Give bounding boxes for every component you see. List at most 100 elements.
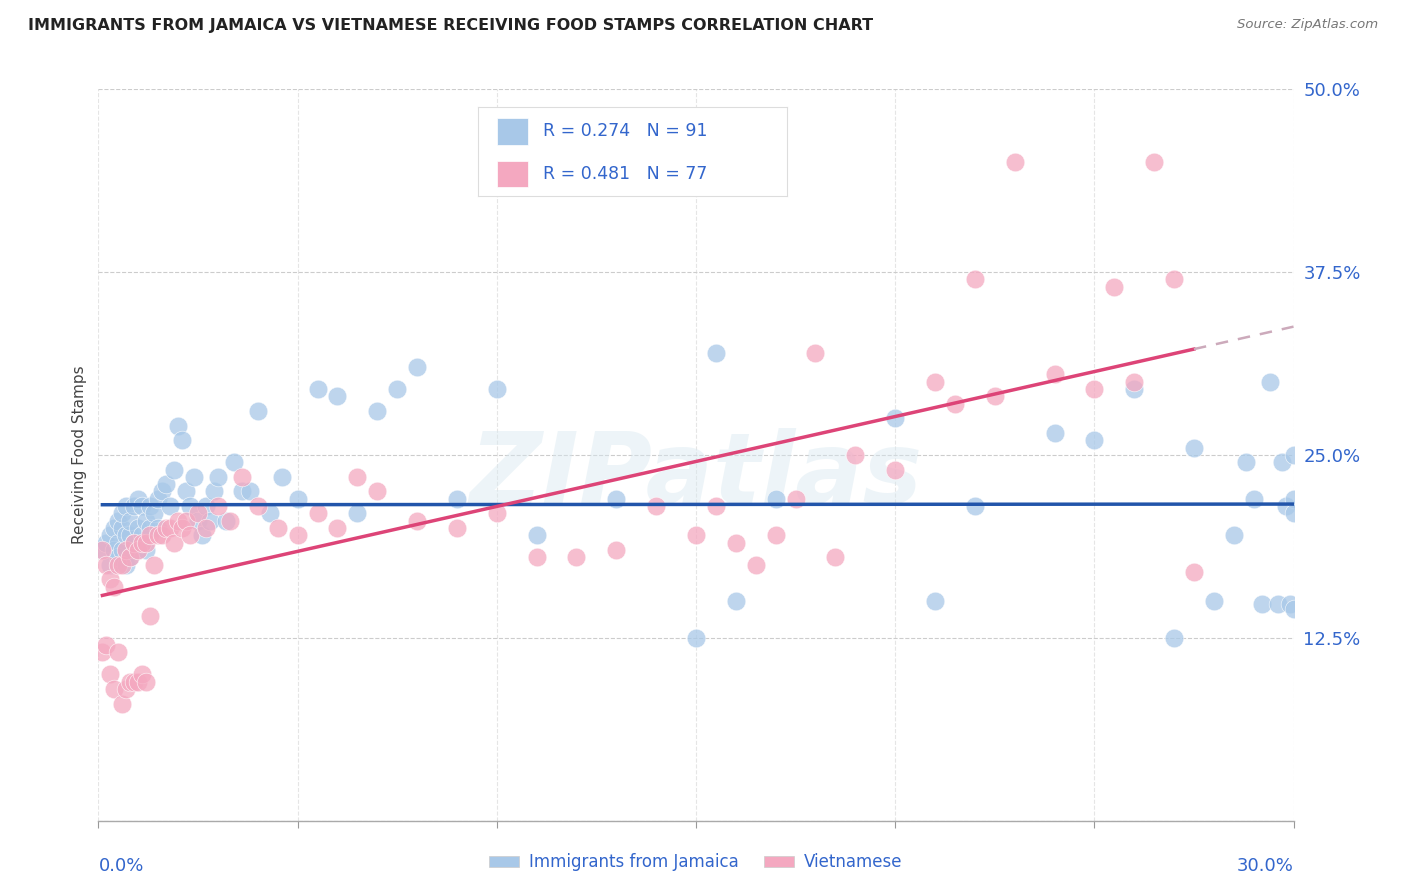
Point [1163, 631, 1185, 645]
Point [139, 528, 162, 542]
Point [115, 543, 138, 558]
Point [287, 491, 309, 506]
Point [884, 411, 907, 425]
Legend: Immigrants from Jamaica, Vietnamese: Immigrants from Jamaica, Vietnamese [482, 847, 910, 878]
Point [127, 543, 149, 558]
Point [246, 404, 269, 418]
Point [1271, 455, 1294, 469]
Point [191, 528, 214, 542]
Point [172, 434, 194, 448]
Y-axis label: Receiving Food Stamps: Receiving Food Stamps [72, 366, 87, 544]
Point [1258, 375, 1281, 389]
Point [704, 499, 727, 513]
Point [963, 499, 986, 513]
Point [485, 507, 508, 521]
Point [685, 631, 707, 645]
Point [167, 514, 190, 528]
Point [307, 382, 329, 396]
Point [326, 389, 349, 403]
Text: ZIPatlas: ZIPatlas [470, 428, 922, 525]
Point [120, 550, 142, 565]
Point [785, 491, 807, 506]
Point [120, 674, 142, 689]
Point [1282, 491, 1305, 506]
Point [804, 345, 827, 359]
Point [107, 514, 129, 528]
Point [844, 448, 866, 462]
Point [1182, 441, 1205, 455]
Point [307, 507, 329, 521]
Point [1143, 155, 1166, 169]
Point [103, 580, 125, 594]
Point [111, 697, 134, 711]
Point [1004, 155, 1026, 169]
Point [98, 558, 122, 572]
Point [96, 638, 118, 652]
Point [127, 521, 149, 535]
Point [1222, 528, 1246, 542]
Point [1182, 565, 1205, 579]
Point [143, 507, 166, 521]
Point [127, 543, 149, 558]
Point [135, 535, 157, 549]
Point [98, 572, 122, 586]
Point [1163, 272, 1185, 286]
Point [179, 528, 201, 542]
Point [207, 499, 229, 513]
Point [963, 272, 986, 286]
Point [446, 491, 468, 506]
Point [187, 507, 209, 521]
Point [724, 535, 747, 549]
Point [131, 667, 153, 681]
Point [115, 528, 138, 542]
Point [1250, 597, 1272, 611]
Point [645, 499, 668, 513]
Point [983, 389, 1005, 403]
Point [366, 484, 388, 499]
Point [346, 507, 368, 521]
Point [446, 521, 468, 535]
Point [346, 470, 368, 484]
Text: R = 0.481   N = 77: R = 0.481 N = 77 [543, 165, 707, 183]
Point [1102, 279, 1125, 293]
Point [172, 521, 194, 535]
Point [943, 397, 966, 411]
Point [127, 674, 149, 689]
Point [1202, 594, 1225, 608]
Bar [496, 118, 527, 145]
Point [124, 674, 146, 689]
Point [406, 360, 429, 375]
Point [485, 382, 508, 396]
Point [115, 558, 138, 572]
Point [194, 499, 218, 513]
Point [924, 594, 946, 608]
Point [1234, 455, 1257, 469]
Point [685, 528, 707, 542]
Point [1243, 491, 1265, 506]
Point [150, 528, 173, 542]
Point [406, 514, 429, 528]
Point [103, 543, 125, 558]
Point [704, 345, 727, 359]
Point [159, 499, 181, 513]
Point [163, 535, 186, 549]
Point [326, 521, 349, 535]
Point [202, 484, 225, 499]
Point [385, 382, 409, 396]
Point [1123, 382, 1146, 396]
Point [131, 528, 153, 542]
Point [246, 499, 269, 513]
Point [884, 462, 907, 476]
Point [96, 558, 118, 572]
Point [98, 528, 122, 542]
Point [139, 521, 162, 535]
Point [267, 521, 290, 535]
Point [91, 543, 114, 558]
Point [924, 375, 946, 389]
Point [1282, 448, 1305, 462]
Point [1083, 382, 1105, 396]
Point [287, 528, 309, 542]
Point [131, 499, 153, 513]
Point [1123, 375, 1146, 389]
Point [163, 462, 186, 476]
